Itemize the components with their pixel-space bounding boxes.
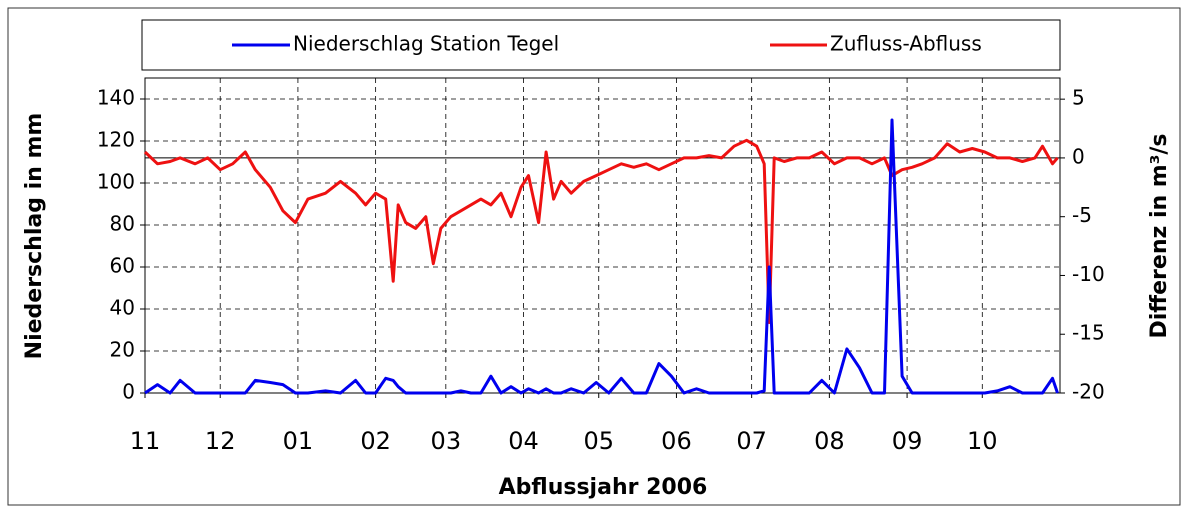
x-tick-label: 02: [360, 427, 391, 455]
y2-tick-label: -20: [1072, 380, 1105, 404]
legend-label: Niederschlag Station Tegel: [293, 32, 559, 56]
y2-tick-label: -10: [1072, 262, 1105, 286]
y-tick-label: 80: [110, 212, 135, 236]
x-tick-label: 03: [431, 427, 462, 455]
x-tick-label: 09: [892, 427, 923, 455]
y-tick-label: 100: [97, 170, 135, 194]
plot-area: [144, 77, 1061, 394]
y-tick-label: 60: [110, 254, 135, 278]
legend-label: Zufluss-Abfluss: [830, 32, 982, 56]
x-tick-label: 07: [736, 427, 767, 455]
y-tick-label: 120: [97, 128, 135, 152]
x-tick-label: 01: [283, 427, 314, 455]
y2-tick-label: 0: [1072, 144, 1085, 168]
y-axis-title: Niederschlag in mm: [22, 113, 47, 360]
x-axis-title: Abflussjahr 2006: [499, 475, 708, 500]
series-line: [144, 118, 1059, 395]
legend-box: [141, 19, 1061, 71]
x-tick-label: 12: [205, 427, 236, 455]
x-tick-label: 10: [967, 427, 998, 455]
y2-tick-label: 5: [1072, 86, 1085, 110]
y2-tick-label: -5: [1072, 203, 1092, 227]
y-tick-label: 20: [110, 338, 135, 362]
x-tick-label: 06: [661, 427, 692, 455]
series-line: [143, 138, 1059, 324]
x-tick-label: 11: [130, 427, 161, 455]
y-tick-label: 0: [122, 380, 135, 404]
x-tick-label: 08: [814, 427, 845, 455]
y-tick-label: 40: [110, 296, 135, 320]
x-tick-label: 05: [583, 427, 614, 455]
y2-axis-title: Differenz in m³/s: [1147, 134, 1172, 339]
y2-tick-label: -15: [1072, 321, 1105, 345]
y-tick-label: 140: [97, 86, 135, 110]
x-tick-label: 04: [508, 427, 539, 455]
